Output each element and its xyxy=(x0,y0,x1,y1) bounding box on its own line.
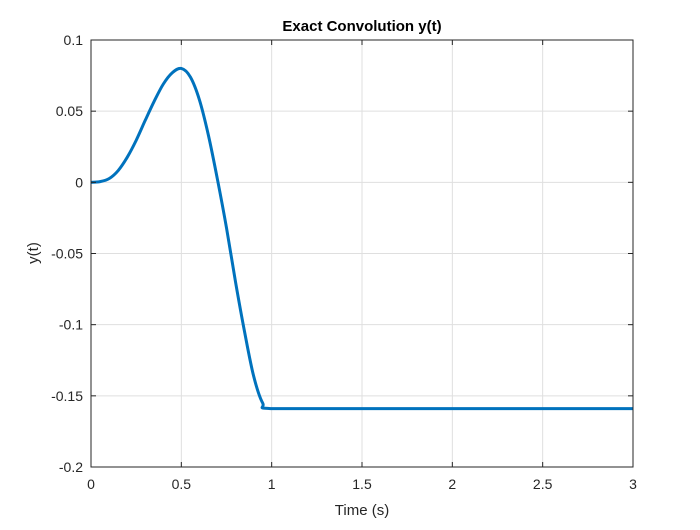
x-tick-labels: 0 0.5 1 1.5 2 2.5 3 xyxy=(87,476,637,492)
y-tick-label: 0.1 xyxy=(64,32,84,48)
y-tick-labels: -0.2 -0.15 -0.1 -0.05 0 0.05 0.1 xyxy=(51,32,83,475)
y-tick-label: -0.1 xyxy=(59,317,83,333)
y-tick-label: -0.15 xyxy=(51,388,83,404)
y-tick-label: 0 xyxy=(75,174,83,190)
chart-title: Exact Convolution y(t) xyxy=(282,18,441,35)
x-tick-label: 2 xyxy=(448,476,456,492)
x-tick-label: 1 xyxy=(268,476,276,492)
x-tick-label: 0 xyxy=(87,476,95,492)
x-tick-label: 3 xyxy=(629,476,637,492)
ticks xyxy=(90,39,634,468)
grid xyxy=(91,40,633,467)
x-tick-label: 2.5 xyxy=(533,476,553,492)
x-tick-label: 1.5 xyxy=(352,476,372,492)
y-tick-label: -0.2 xyxy=(59,459,83,475)
y-tick-label: 0.05 xyxy=(56,103,83,119)
x-tick-label: 0.5 xyxy=(172,476,192,492)
series-group xyxy=(90,66,633,411)
series-line xyxy=(90,66,633,411)
y-tick-label: -0.05 xyxy=(51,246,83,262)
y-axis-label: y(t) xyxy=(25,242,42,264)
x-axis-label: Time (s) xyxy=(335,502,389,519)
